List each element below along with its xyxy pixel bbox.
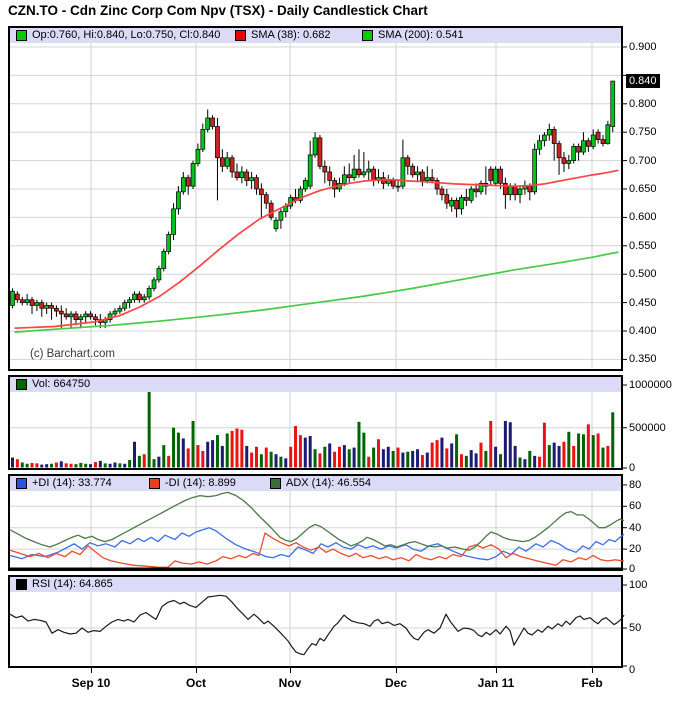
legend-item-sma200: SMA (200): 0.541 xyxy=(362,29,464,41)
rsi-legend-label: RSI (14): 64.865 xyxy=(32,578,113,590)
ohlc-legend-label: Op:0.760, Hi:0.840, Lo:0.750, Cl:0.840 xyxy=(32,29,221,41)
rsi-axis-label: 0 xyxy=(629,664,636,676)
legend-item-plus-di: +DI (14): 33.774 xyxy=(16,477,112,489)
price-axis-label: 0.700 xyxy=(629,154,657,167)
last-price-tag: 0.840 xyxy=(626,74,660,89)
sma38-legend-label: SMA (38): 0.682 xyxy=(251,29,331,41)
price-axis-label: 0.800 xyxy=(629,97,657,110)
adx-swatch-icon xyxy=(270,477,281,489)
volume-axis-label: 500000 xyxy=(629,421,666,434)
price-axis-label: 0.750 xyxy=(629,126,657,139)
x-axis-tick xyxy=(196,668,197,673)
x-axis-label: Oct xyxy=(185,676,207,690)
volume-panel: Vol: 664750 xyxy=(8,375,630,470)
x-axis-label: Dec xyxy=(384,676,408,690)
sma38-swatch-icon xyxy=(235,29,246,41)
price-legend: Op:0.760, Hi:0.840, Lo:0.750, Cl:0.840 S… xyxy=(10,28,621,43)
x-axis-label: Nov xyxy=(278,676,302,690)
price-axis-label: 0.400 xyxy=(629,325,657,337)
volume-axis-label: 0 xyxy=(629,462,636,474)
minus-di-legend-label: -DI (14): 8.899 xyxy=(165,477,236,489)
legend-item-volume: Vol: 664750 xyxy=(16,378,90,390)
volume-axis-label: 1000000 xyxy=(629,379,672,391)
sma200-swatch-icon xyxy=(362,29,373,41)
legend-item-ohlc: Op:0.760, Hi:0.840, Lo:0.750, Cl:0.840 xyxy=(16,29,220,41)
dmi-legend: +DI (14): 33.774 -DI (14): 8.899 ADX (14… xyxy=(10,476,621,491)
x-axis-tick xyxy=(396,668,397,673)
volume-legend: Vol: 664750 xyxy=(10,377,621,392)
volume-legend-label: Vol: 664750 xyxy=(32,378,91,390)
x-axis-label: Jan 11 xyxy=(477,676,515,690)
dmi-axis-label: 40 xyxy=(629,521,642,534)
dmi-axis-label: 20 xyxy=(629,543,642,556)
dmi-axis-label: 60 xyxy=(629,500,642,513)
price-axis-label: 0.900 xyxy=(629,41,657,53)
plus-di-swatch-icon xyxy=(16,477,27,489)
x-axis-label: Feb xyxy=(581,676,603,690)
ohlc-swatch-icon xyxy=(16,29,27,41)
legend-item-rsi: RSI (14): 64.865 xyxy=(16,578,113,590)
price-axis-label: 0.350 xyxy=(629,353,657,366)
barchart-watermark: (c) Barchart.com xyxy=(30,348,115,360)
chart-title: CZN.TO - Cdn Zinc Corp Com Npv (TSX) - D… xyxy=(8,3,428,18)
sma200-legend-label: SMA (200): 0.541 xyxy=(378,29,464,41)
x-axis-tick xyxy=(290,668,291,673)
rsi-axis-label: 50 xyxy=(629,622,642,634)
minus-di-swatch-icon xyxy=(149,477,160,489)
legend-item-minus-di: -DI (14): 8.899 xyxy=(149,477,236,489)
price-axis-label: 0.650 xyxy=(629,183,657,195)
rsi-swatch-icon xyxy=(16,578,27,590)
volume-swatch-icon xyxy=(16,378,27,390)
plus-di-legend-label: +DI (14): 33.774 xyxy=(32,477,112,489)
price-axis-label: 0.600 xyxy=(629,211,657,224)
price-axis-label: 0.450 xyxy=(629,296,657,309)
dmi-axis-label: 0 xyxy=(629,563,636,575)
price-axis-label: 0.550 xyxy=(629,239,657,252)
x-axis-label: Sep 10 xyxy=(71,676,111,690)
adx-legend-label: ADX (14): 46.554 xyxy=(286,477,371,489)
legend-item-adx: ADX (14): 46.554 xyxy=(270,477,371,489)
price-plot xyxy=(8,26,627,371)
dmi-panel: +DI (14): 33.774 -DI (14): 8.899 ADX (14… xyxy=(8,474,630,571)
rsi-panel: RSI (14): 64.865 xyxy=(8,575,630,668)
rsi-axis-label: 100 xyxy=(629,579,648,591)
price-axis-label: 0.500 xyxy=(629,268,657,281)
dmi-axis-label: 80 xyxy=(629,478,642,491)
rsi-legend: RSI (14): 64.865 xyxy=(10,577,621,592)
legend-item-sma38: SMA (38): 0.682 xyxy=(235,29,331,41)
x-axis-tick xyxy=(91,668,92,673)
price-panel: Op:0.760, Hi:0.840, Lo:0.750, Cl:0.840 S… xyxy=(8,26,630,371)
x-axis-tick xyxy=(496,668,497,673)
x-axis-tick xyxy=(592,668,593,673)
volume-plot xyxy=(8,375,627,470)
